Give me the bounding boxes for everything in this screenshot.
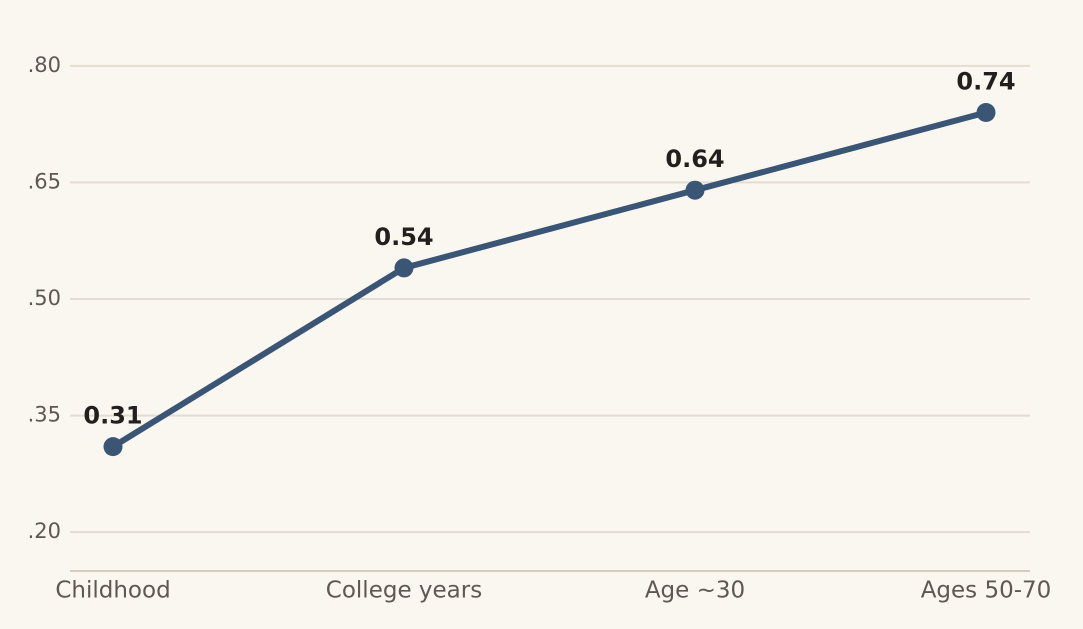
y-tick-label: .35 xyxy=(28,403,61,427)
x-tick-label: College years xyxy=(326,578,482,604)
line xyxy=(110,109,989,450)
marker xyxy=(976,102,996,122)
y-tick-label: .80 xyxy=(28,53,61,77)
data-label: 0.54 xyxy=(374,223,433,251)
marker xyxy=(685,180,705,200)
data-label: 0.31 xyxy=(83,402,142,430)
y-tick-label: .20 xyxy=(28,519,61,543)
data-label: 0.74 xyxy=(956,67,1015,95)
x-tick-label: Ages 50-70 xyxy=(921,578,1052,604)
y-tick-label: .50 xyxy=(28,286,61,310)
x-tick-label: Childhood xyxy=(55,578,170,604)
data-label: 0.64 xyxy=(665,145,724,173)
marker xyxy=(394,258,414,278)
y-tick-label: .65 xyxy=(28,169,61,193)
x-tick-label: Age ~30 xyxy=(645,578,745,604)
marker xyxy=(103,437,123,457)
